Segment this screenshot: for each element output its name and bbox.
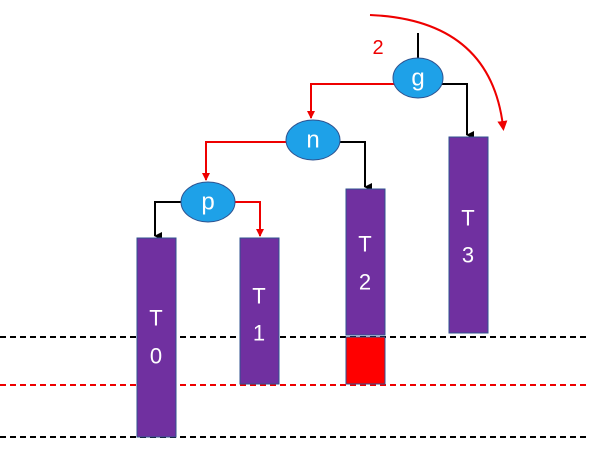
edge (202, 141, 287, 181)
edge (307, 83, 394, 119)
rotation-arc (369, 14, 508, 131)
subtree-label: T (461, 206, 474, 231)
subtree-label: 1 (253, 321, 265, 346)
subtree-label: 0 (150, 344, 162, 369)
node (392, 57, 444, 99)
edge (442, 83, 474, 139)
node-label: n (306, 127, 319, 154)
height-increase (345, 336, 386, 385)
node-label: p (201, 189, 214, 216)
edge (339, 141, 372, 191)
subtree-label: 3 (462, 243, 474, 268)
node (180, 181, 236, 223)
subtree (448, 136, 489, 334)
subtree-label: T (252, 284, 265, 309)
node-label: g (411, 65, 424, 92)
edge (154, 201, 182, 240)
subtree (239, 237, 280, 385)
edge (234, 201, 264, 237)
node (285, 119, 341, 161)
subtree (136, 237, 177, 438)
subtree (345, 188, 386, 336)
subtree-label: 2 (359, 270, 371, 295)
subtree-label: T (358, 232, 371, 257)
subtree-label: T (149, 306, 162, 331)
rotation-label: 2 (372, 37, 383, 59)
